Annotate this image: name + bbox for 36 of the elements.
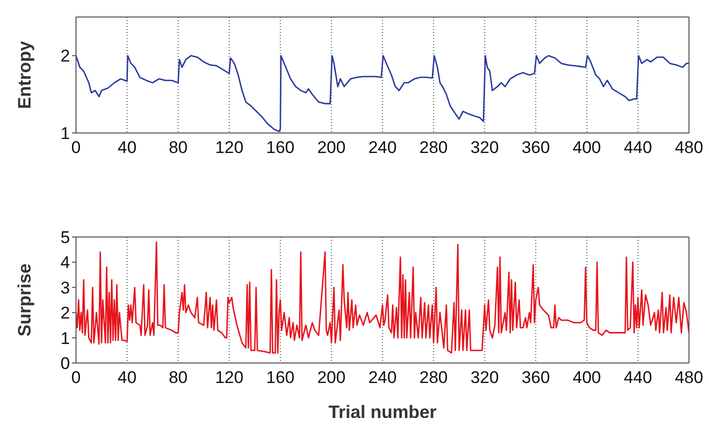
x-tick-label: 240 bbox=[368, 138, 397, 158]
y-tick-label: 4 bbox=[60, 253, 70, 272]
x-tick-label: 320 bbox=[470, 368, 499, 388]
x-tick-label: 200 bbox=[317, 138, 346, 158]
x-tick-label: 360 bbox=[522, 368, 550, 388]
x-tick-label: 160 bbox=[266, 368, 295, 388]
y-tick-label: 2 bbox=[60, 46, 70, 66]
y-tick-label: 0 bbox=[60, 354, 70, 374]
x-tick-label: 80 bbox=[168, 138, 188, 158]
x-tick-label: 360 bbox=[522, 138, 550, 158]
x-tick-label: 40 bbox=[118, 138, 137, 158]
y-tick-label: 3 bbox=[60, 278, 70, 298]
x-tick-label: 40 bbox=[118, 368, 137, 388]
x-tick-label: 80 bbox=[168, 368, 188, 388]
x-tick-label: 320 bbox=[470, 138, 499, 158]
y-tick-label: 1 bbox=[60, 328, 70, 348]
x-tick-label: 120 bbox=[215, 138, 244, 158]
x-tick-label: 400 bbox=[572, 138, 602, 158]
x-tick-label: 240 bbox=[368, 368, 397, 388]
line-series bbox=[76, 241, 689, 354]
x-tick-label: 280 bbox=[419, 138, 448, 158]
x-tick-label: 400 bbox=[572, 368, 602, 388]
y-axis-title: Surprise bbox=[14, 263, 34, 337]
x-tick-label: 480 bbox=[674, 138, 704, 158]
y-tick-label: 5 bbox=[60, 228, 70, 248]
x-axis-title: Trial number bbox=[328, 402, 437, 422]
x-tick-label: 200 bbox=[317, 368, 346, 388]
y-tick-label: 2 bbox=[60, 304, 70, 323]
y-axis-title: Entropy bbox=[14, 40, 34, 110]
y-tick-label: 1 bbox=[60, 124, 70, 144]
x-tick-label: 480 bbox=[674, 368, 704, 388]
x-tick-label: 160 bbox=[266, 138, 295, 158]
x-tick-label: 280 bbox=[419, 368, 448, 388]
x-tick-label: 120 bbox=[215, 368, 244, 388]
x-tick-label: 440 bbox=[624, 138, 652, 158]
x-tick-label: 440 bbox=[624, 368, 652, 388]
